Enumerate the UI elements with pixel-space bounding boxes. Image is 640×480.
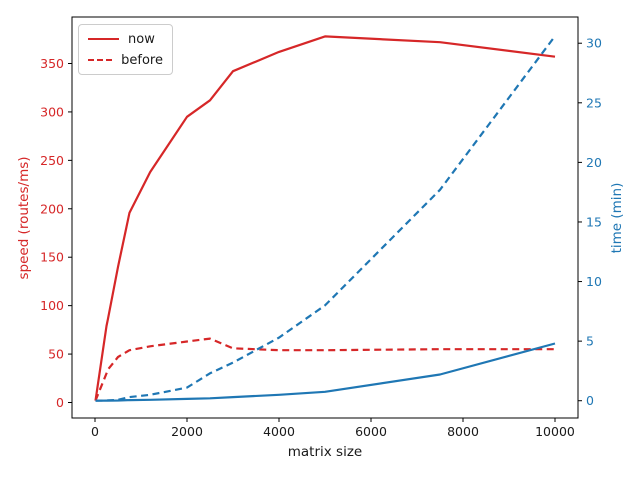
right-axis-label: time (min)	[609, 182, 625, 254]
y-right-tick-label: 15	[586, 214, 602, 229]
legend-label-now: now	[128, 31, 155, 47]
x-tick-label: 10000	[535, 424, 575, 439]
y-left-tick-label: 100	[40, 298, 64, 313]
x-tick-label: 6000	[355, 424, 387, 439]
y-right-tick-label: 25	[586, 95, 602, 110]
x-tick-label: 0	[91, 424, 99, 439]
y-right-tick-label: 20	[586, 155, 602, 170]
legend: now before	[78, 24, 173, 75]
left-axis-label: speed (routes/ms)	[16, 156, 32, 280]
legend-item-now: now	[88, 31, 163, 47]
series-line-before-speed	[94, 337, 555, 402]
y-left-tick-label: 0	[56, 395, 64, 410]
y-right-tick-label: 0	[586, 393, 594, 408]
y-right-tick-label: 30	[586, 36, 602, 51]
before-line-sample	[88, 59, 113, 61]
x-tick-label: 2000	[171, 424, 203, 439]
series-line-before-time	[95, 35, 556, 402]
y-left-tick-label: 350	[40, 56, 64, 71]
y-left-tick-label: 150	[40, 250, 64, 265]
x-tick-label: 8000	[447, 424, 479, 439]
x-tick-label: 4000	[263, 424, 295, 439]
plot-border	[71, 16, 579, 419]
y-left-tick-label: 200	[40, 201, 64, 216]
y-right-tick-label: 5	[586, 334, 594, 349]
x-axis-label: matrix size	[287, 444, 363, 460]
legend-item-before: before	[88, 52, 163, 68]
y-left-tick-label: 250	[40, 153, 64, 168]
legend-label-before: before	[121, 52, 163, 68]
y-left-tick-label: 50	[48, 347, 64, 362]
y-right-tick-label: 10	[586, 274, 602, 289]
now-line-sample	[88, 38, 119, 40]
series-line-now-speed	[94, 35, 556, 401]
y-left-tick-label: 300	[40, 104, 64, 119]
